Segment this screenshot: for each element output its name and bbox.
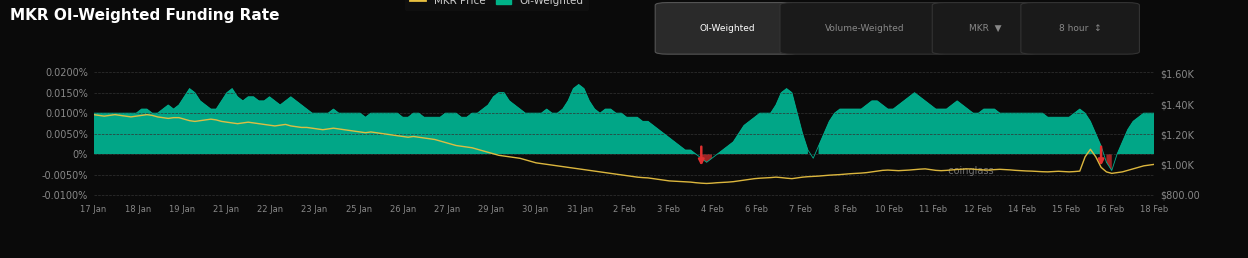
Text: MKR OI-Weighted Funding Rate: MKR OI-Weighted Funding Rate (10, 8, 280, 23)
Text: coinglass: coinglass (942, 166, 993, 176)
Text: OI-Weighted: OI-Weighted (699, 24, 755, 33)
Text: 8 hour  ↕: 8 hour ↕ (1058, 24, 1102, 33)
Text: Volume-Weighted: Volume-Weighted (825, 24, 904, 33)
Text: MKR  ▼: MKR ▼ (968, 24, 1002, 33)
Legend: MKR Price, OI-Weighted: MKR Price, OI-Weighted (404, 0, 589, 11)
